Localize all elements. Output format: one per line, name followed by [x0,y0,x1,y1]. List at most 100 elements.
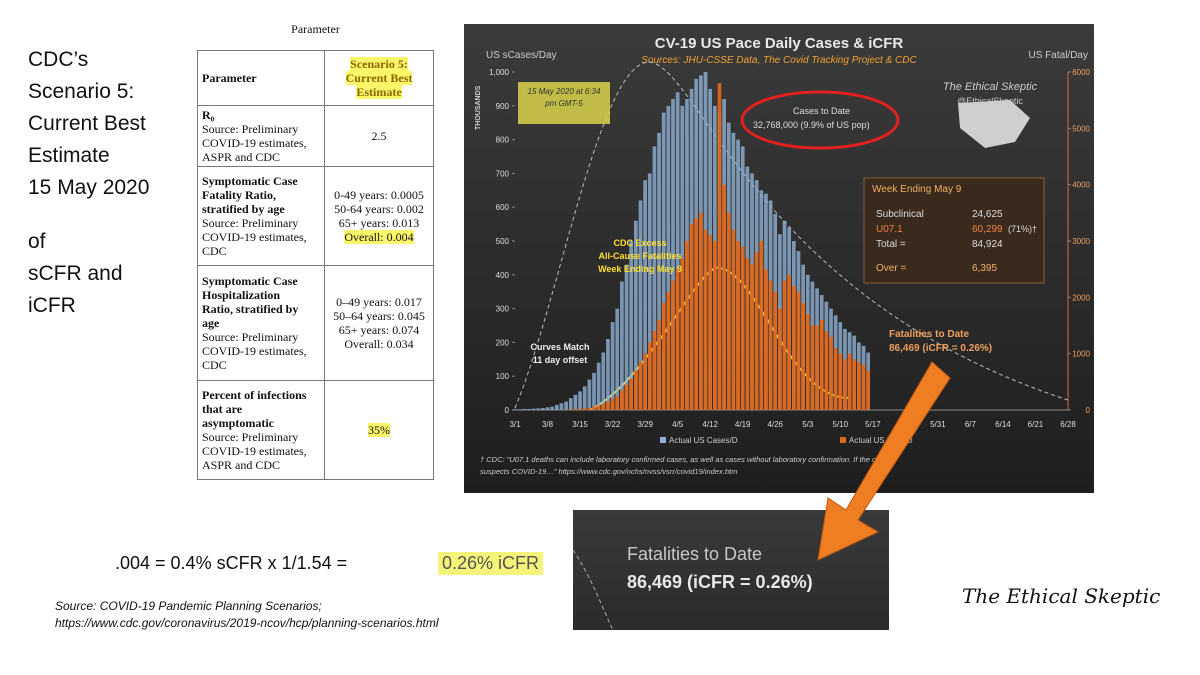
label-line: COVID-19 estimates, [202,344,307,358]
bar [568,398,573,410]
label-line: ASPR and CDC [202,458,281,472]
bar [666,105,671,411]
value-text: 0–49 years: 0.017 [336,295,422,309]
annotation: 84,924 [972,239,1003,250]
bar [545,407,550,410]
bar [606,339,610,410]
value-line: 35% [329,423,429,437]
value-text: 65+ years: 0.074 [338,323,420,337]
label-line: CDC [202,244,227,258]
bar [689,224,694,410]
label-cell: R₀ Source: Preliminary COVID-19 estimates,… [197,105,325,167]
bar [522,408,527,410]
annotation: Fatalities to Date [889,329,969,340]
value-line: 50–64 years: 0.045 [329,309,429,323]
y2-tick-label: 1000 [1072,350,1090,359]
y-tick-label: 600 [496,203,510,212]
table-row: Percent of infections that are asymptomati… [197,380,434,480]
x-tick-label: 5/31 [930,420,946,429]
bar [671,99,675,410]
legend-label: Actual US Fatal/D [849,436,913,445]
bar [829,336,833,410]
annotation: U07.1 [876,224,903,235]
bar [550,406,555,410]
bar [578,391,582,410]
bar [638,200,643,410]
subheading: of sCFR and iCFR [28,226,123,322]
bar [643,180,647,410]
label-line: COVID-19 estimates, [202,444,307,458]
y2-tick-label: 4000 [1072,181,1090,190]
value-text: 50–64 years: 0.045 [333,309,425,323]
annotation: All-Cause Fatalities [598,251,681,261]
heading-line: Current Best [28,112,146,135]
y2-tick-label: 0 [1086,406,1091,415]
y-unit: THOUSANDS [475,85,482,130]
bar [661,112,666,410]
signature: The Ethical Skeptic [962,584,1161,608]
bar [541,407,545,410]
y-tick-label: 500 [496,237,510,246]
bar [861,364,866,410]
bar [647,342,652,410]
bar [527,408,531,410]
bar [815,325,819,410]
bar [615,308,620,410]
header-text: Scenario 5: Current Best Estimate [345,57,413,99]
arrow [817,361,951,561]
annotation: Week Ending May 9 [872,184,962,195]
bar [750,263,754,410]
bar [791,286,796,410]
bar [643,353,647,410]
value-cell: 35% [324,380,434,480]
subheading-line: iCFR [28,294,76,317]
bar [573,394,578,410]
us-map [958,100,1030,148]
bar [568,409,573,410]
bar [582,386,587,410]
bar [843,359,847,410]
table-caption: Parameter [291,22,340,36]
annotation: (71%)† [1008,224,1037,234]
y-tick-label: 200 [496,338,510,347]
bar [857,362,861,410]
x-tick-label: 6/14 [995,420,1011,429]
bar [629,379,634,410]
bar [624,264,629,410]
bar [796,291,801,410]
bar [620,390,624,410]
heading-line: Scenario 5: [28,80,135,103]
legend-swatch [840,437,846,443]
bar [601,403,606,410]
bar [801,302,805,410]
bar [587,379,592,410]
source: Source: COVID-19 Pandemic Planning Scena… [55,598,439,632]
bar [699,212,703,410]
bar [582,408,587,410]
bar [666,291,671,410]
footnote: † CDC: "U07.1 deaths can include laborat… [480,455,897,464]
annotation: The Ethical Skeptic [943,81,1038,93]
value-text: 50-64 years: 0.002 [334,202,424,216]
bar [615,395,620,410]
label-line: Source: Preliminary [202,430,299,444]
x-tick-label: 3/8 [542,420,554,429]
annotation: 32,768,000 (9.9% of US pop) [753,120,870,130]
y-tick-label: 700 [496,169,510,178]
x-tick-label: 6/28 [1060,420,1076,429]
x-tick-label: 5/17 [865,420,881,429]
x-tick-label: 6/21 [1028,420,1044,429]
y2-tick-label: 2000 [1072,293,1090,302]
bar [592,372,596,410]
label-line: CDC [202,358,227,372]
value-text: Overall: 0.004 [344,230,414,244]
bar [768,280,773,410]
annotation: CDC Excess [613,238,666,248]
bar [657,319,661,410]
value-line: 65+ years: 0.074 [329,323,429,337]
x-tick-label: 3/22 [605,420,621,429]
label-line: Source: Preliminary [202,330,299,344]
table-row: R₀ Source: Preliminary COVID-19 estimates,… [197,105,434,167]
